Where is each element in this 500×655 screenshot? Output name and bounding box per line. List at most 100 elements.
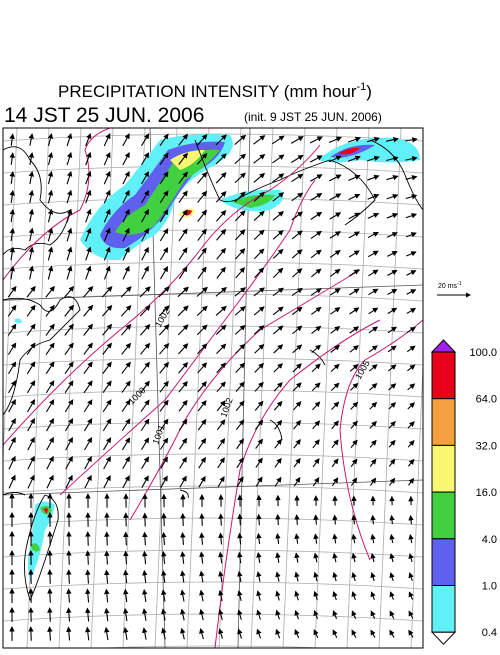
wind-arrow xyxy=(311,231,321,238)
wind-arrow xyxy=(274,383,282,391)
wind-arrow xyxy=(140,287,150,297)
wind-arrow xyxy=(369,346,377,352)
wind-arrow xyxy=(140,306,150,316)
wind-arrow xyxy=(161,267,168,279)
wind-arrow xyxy=(104,457,111,469)
wind-arrow xyxy=(197,344,206,354)
wind-arrow xyxy=(144,552,145,564)
wind-arrow xyxy=(201,591,203,602)
wind-arrow xyxy=(178,344,187,354)
wind-arrow xyxy=(348,176,359,181)
wind-arrow xyxy=(84,343,92,354)
wind-arrow xyxy=(30,134,32,146)
colorbar-label: 1.0 xyxy=(482,581,497,593)
wind-arrow xyxy=(47,476,53,489)
wind-arrow xyxy=(408,460,413,466)
wind-arrow xyxy=(310,137,322,143)
wind-arrow xyxy=(389,441,395,448)
colorbar-label: 100.0 xyxy=(469,347,497,359)
wind-arrow xyxy=(368,232,378,237)
wind-arrow xyxy=(312,383,320,391)
wind-arrow xyxy=(294,421,301,429)
wind-arrow xyxy=(67,248,71,261)
wind-arrow xyxy=(48,172,51,184)
wind-arrow xyxy=(83,287,92,297)
parallel xyxy=(3,550,423,557)
wind-arrow xyxy=(122,419,129,431)
wind-arrow xyxy=(390,592,393,599)
wind-arrow xyxy=(368,214,378,219)
wind-arrow xyxy=(182,629,185,639)
wind-arrow xyxy=(258,534,259,544)
colorbar: 100.064.032.016.04.01.00.4 xyxy=(432,340,497,644)
wind-arrow xyxy=(179,267,186,279)
wind-arrow xyxy=(311,250,321,257)
wind-arrow xyxy=(202,514,203,526)
wind-arrow xyxy=(389,460,394,467)
wind-arrow xyxy=(311,308,320,315)
wind-arrow xyxy=(11,134,12,145)
wind-arrow xyxy=(125,628,127,640)
wind-arrow xyxy=(107,551,108,564)
wind-arrow xyxy=(106,628,108,640)
wind-arrow xyxy=(277,592,280,601)
wind-arrow xyxy=(221,514,222,525)
wind-arrow xyxy=(388,308,397,313)
wind-arrow xyxy=(353,592,356,600)
wind-arrow xyxy=(104,476,110,488)
wind-arrow xyxy=(352,611,355,618)
wind-arrow xyxy=(48,191,51,203)
wind-arrow xyxy=(256,439,263,448)
wind-arrow xyxy=(30,248,33,261)
wind-arrow xyxy=(86,267,91,280)
colorbar-label: 32.0 xyxy=(476,440,497,452)
wind-arrow xyxy=(235,345,244,354)
wind-arrow xyxy=(65,287,74,298)
wind-arrow xyxy=(8,343,15,354)
wind-arrow xyxy=(103,325,112,336)
wind-arrow xyxy=(310,175,321,182)
wind-arrow xyxy=(27,362,34,374)
wind-arrow xyxy=(179,382,187,392)
wind-arrow xyxy=(121,325,130,336)
wind-arrow xyxy=(28,457,34,470)
wind-arrow xyxy=(28,438,35,450)
wind-arrow xyxy=(253,136,264,144)
wind-arrow xyxy=(123,134,129,146)
wind-arrow xyxy=(350,308,359,314)
wind-arrow xyxy=(293,402,300,410)
wind-arrow xyxy=(50,570,51,584)
wind-arrow xyxy=(122,362,130,373)
wind-arrow xyxy=(84,419,91,431)
wind-arrow xyxy=(407,271,416,275)
wind-arrow xyxy=(217,420,224,430)
wind-arrow xyxy=(258,572,260,582)
wind-arrow xyxy=(409,592,412,599)
wind-arrow xyxy=(368,251,378,256)
parallel xyxy=(3,454,423,461)
colorbar-segment xyxy=(432,445,455,492)
wind-arrow xyxy=(84,400,92,412)
wind-arrow xyxy=(294,459,300,467)
wind-arrow xyxy=(217,268,225,279)
wind-arrow xyxy=(353,554,355,562)
wind-arrow xyxy=(411,516,412,524)
wind-arrow xyxy=(295,630,298,638)
wind-arrow xyxy=(311,212,321,219)
wind-arrow xyxy=(389,479,394,486)
wind-arrow xyxy=(277,534,278,544)
wind-arrow xyxy=(218,439,225,449)
colorbar-label: 0.4 xyxy=(482,627,497,639)
wind-arrow xyxy=(368,289,377,294)
isobar-label: 1002 xyxy=(218,396,234,418)
wind-arrow xyxy=(330,308,339,314)
wind-arrow xyxy=(329,137,341,142)
wind-arrow xyxy=(407,327,415,332)
wind-arrow xyxy=(370,441,376,448)
wind-arrow xyxy=(201,552,202,563)
title: PRECIPITATION INTENSITY (mm hour-1) xyxy=(58,81,372,101)
wind-arrow xyxy=(334,535,335,544)
wind-arrow xyxy=(87,628,88,641)
wind-arrow xyxy=(123,476,129,488)
wind-arrow xyxy=(296,553,298,562)
